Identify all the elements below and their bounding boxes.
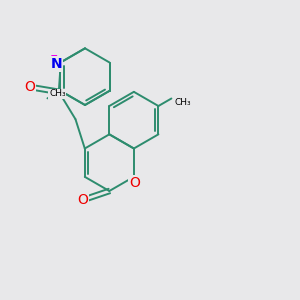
Text: CH₃: CH₃ <box>49 89 66 98</box>
Text: O: O <box>129 176 140 190</box>
Text: O: O <box>77 193 88 207</box>
Text: CH₃: CH₃ <box>174 98 191 107</box>
Text: N: N <box>51 57 62 71</box>
Text: F: F <box>49 54 57 68</box>
Text: O: O <box>24 80 35 94</box>
